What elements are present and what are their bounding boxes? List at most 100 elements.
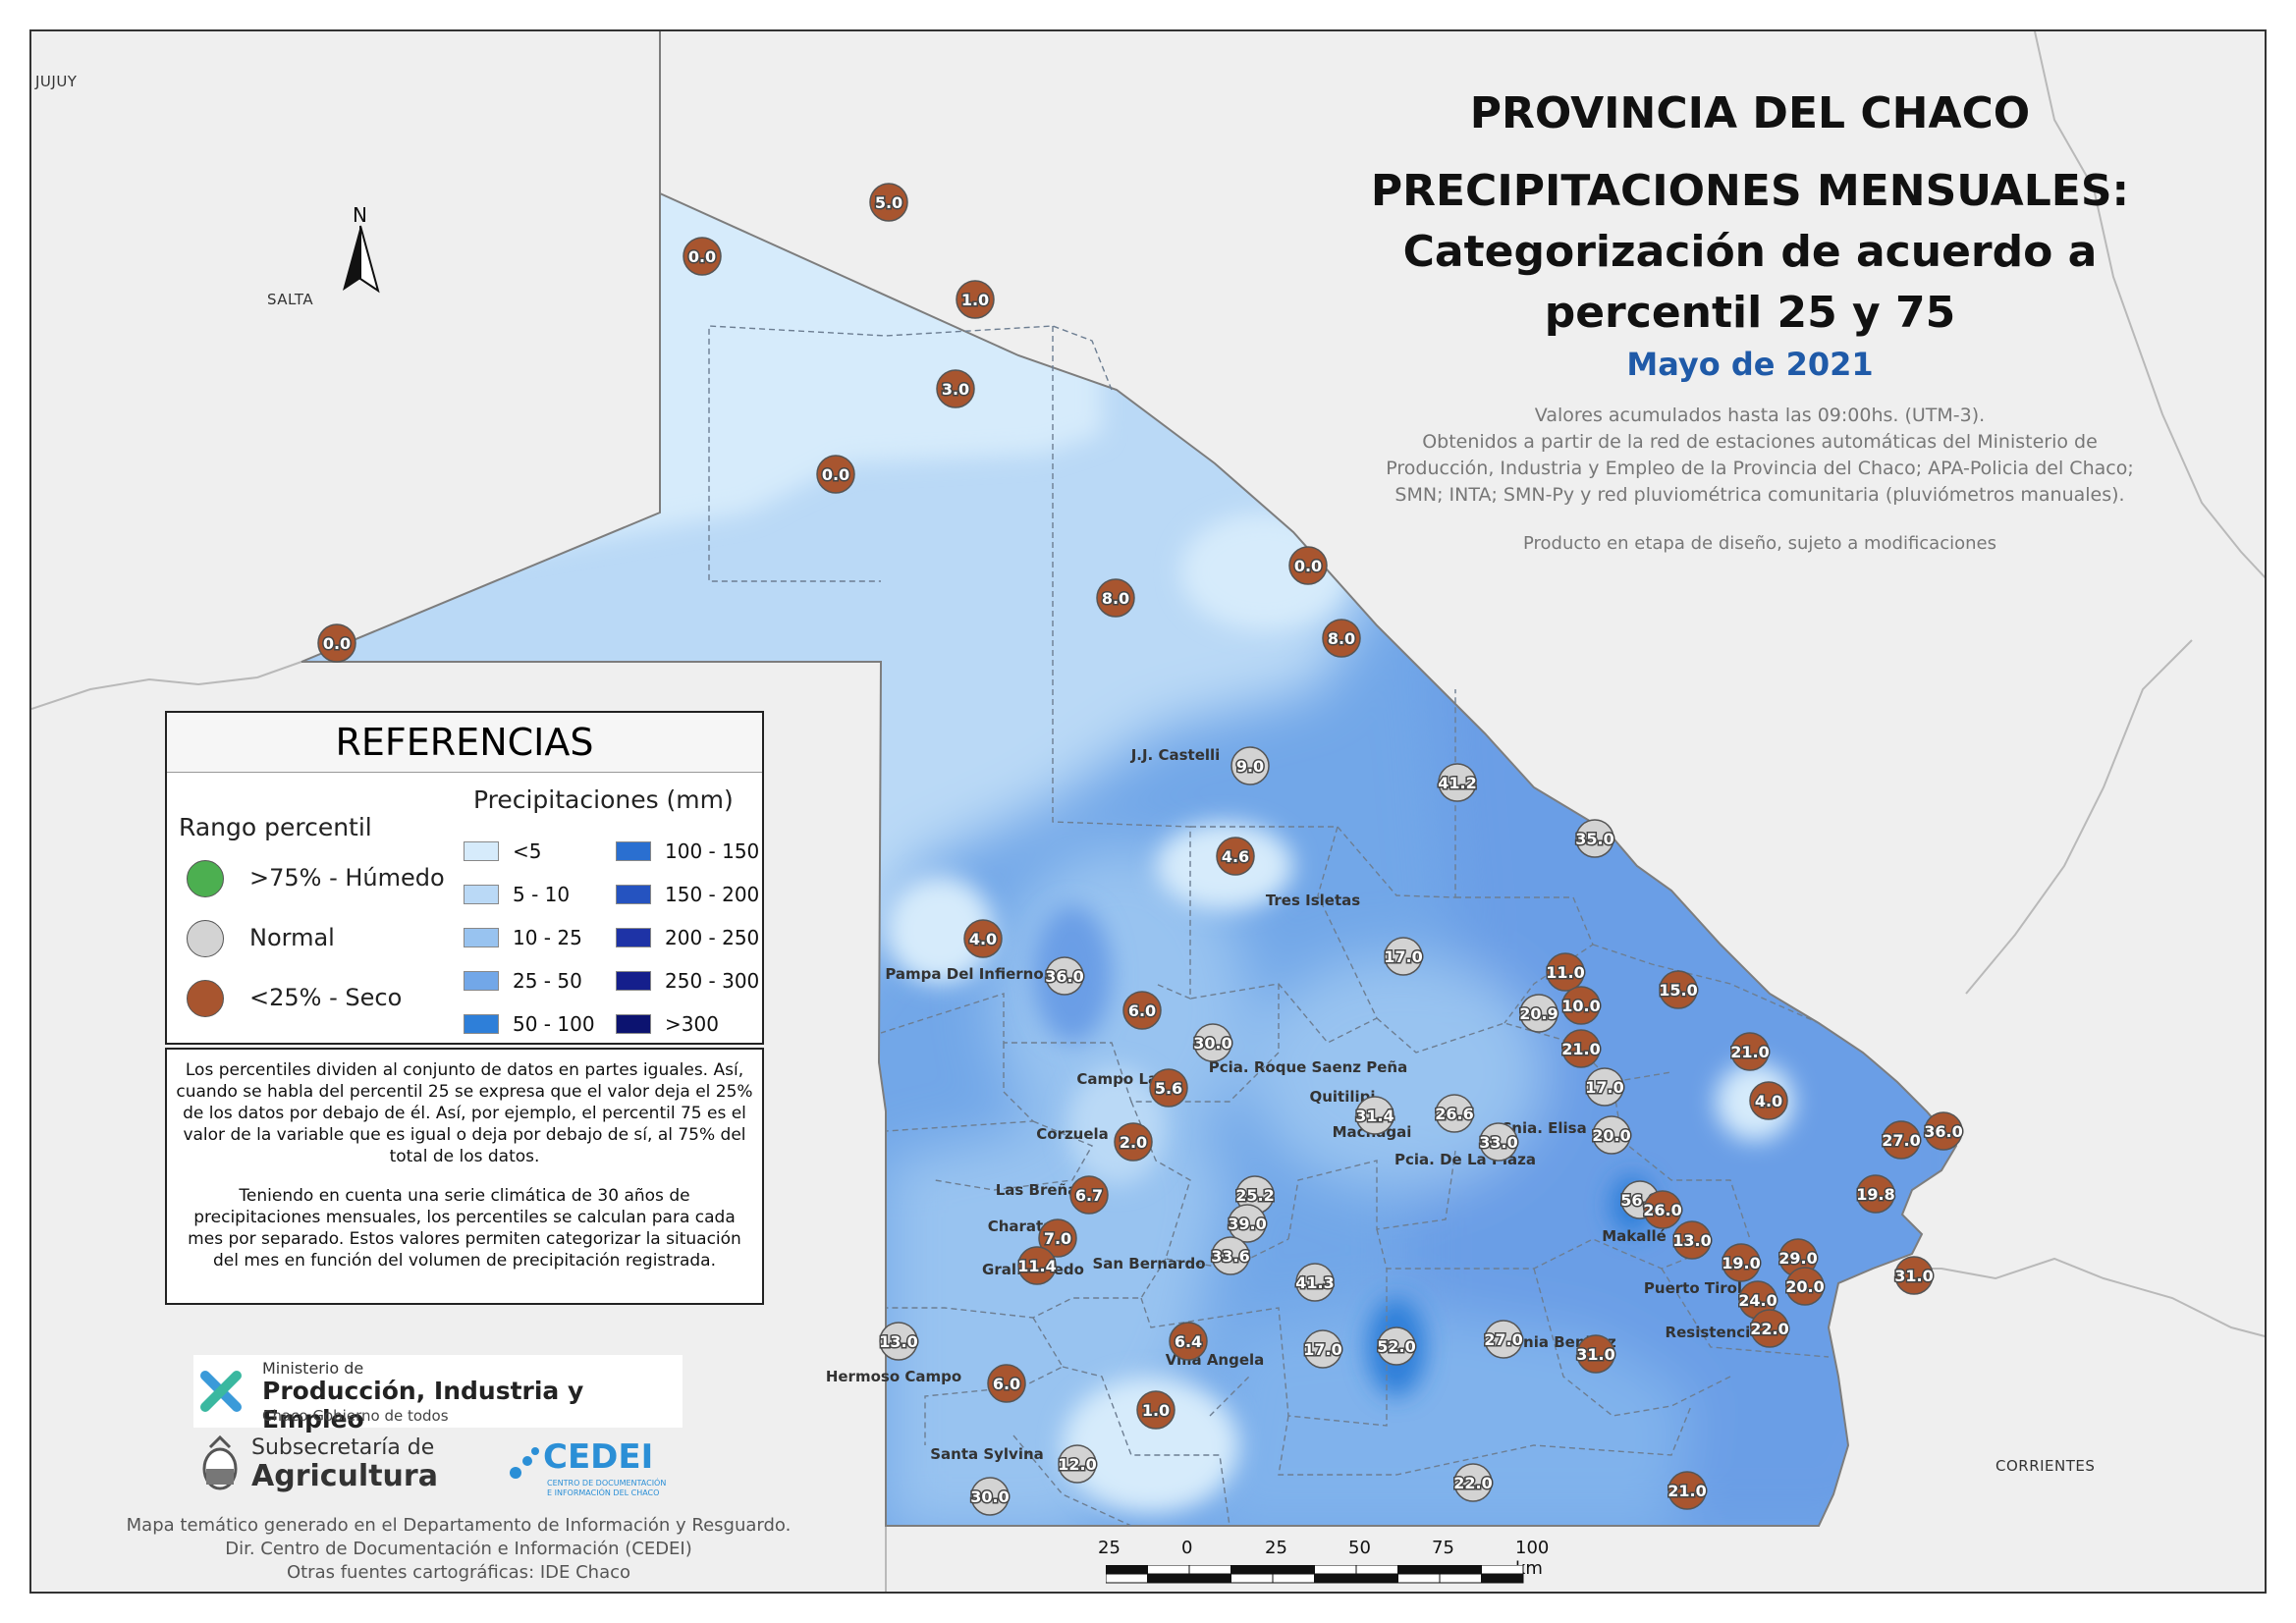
station-dot[interactable]	[987, 1364, 1026, 1403]
station-dot[interactable]	[1230, 746, 1270, 785]
station-marker[interactable]: 30.0	[969, 1477, 1011, 1516]
station-marker[interactable]: 20.0	[1784, 1267, 1826, 1306]
station-dot[interactable]	[1295, 1263, 1335, 1302]
station-marker[interactable]: 6.7	[1069, 1175, 1109, 1215]
station-dot[interactable]	[1924, 1111, 1963, 1151]
station-marker[interactable]: 6.0	[1122, 991, 1162, 1030]
station-dot[interactable]	[963, 919, 1003, 958]
station-marker[interactable]: 1.0	[1136, 1390, 1175, 1430]
station-dot[interactable]	[1288, 546, 1328, 585]
station-dot[interactable]	[1730, 1032, 1770, 1071]
station-marker[interactable]: 41.2	[1437, 763, 1478, 802]
station-dot[interactable]	[1453, 1463, 1493, 1502]
station-marker[interactable]: 1.0	[956, 280, 995, 319]
station-marker[interactable]: 2.0	[1114, 1122, 1153, 1162]
station-marker[interactable]: 25.2	[1234, 1175, 1276, 1215]
station-dot[interactable]	[1672, 1220, 1712, 1260]
station-dot[interactable]	[1667, 1471, 1707, 1510]
station-marker[interactable]: 17.0	[1302, 1329, 1343, 1369]
station-marker[interactable]: 22.0	[1452, 1463, 1494, 1502]
station-marker[interactable]: 8.0	[1322, 619, 1361, 658]
station-marker[interactable]: 15.0	[1658, 970, 1699, 1009]
station-dot[interactable]	[1722, 1243, 1761, 1282]
station-dot[interactable]	[1114, 1122, 1153, 1162]
station-marker[interactable]: 27.0	[1881, 1120, 1922, 1160]
station-dot[interactable]	[1193, 1023, 1232, 1062]
station-dot[interactable]	[816, 455, 855, 494]
station-dot[interactable]	[1894, 1256, 1934, 1295]
station-marker[interactable]: 0.0	[1288, 546, 1328, 585]
station-dot[interactable]	[1750, 1309, 1789, 1348]
station-dot[interactable]	[1882, 1120, 1921, 1160]
station-marker[interactable]: 8.0	[1096, 578, 1135, 618]
station-marker[interactable]: 19.0	[1721, 1243, 1762, 1282]
station-marker[interactable]: 5.0	[869, 183, 908, 222]
station-dot[interactable]	[1576, 1334, 1615, 1374]
station-dot[interactable]	[879, 1322, 918, 1361]
station-dot[interactable]	[1519, 994, 1558, 1033]
station-marker[interactable]: 6.4	[1169, 1322, 1208, 1361]
station-dot[interactable]	[1561, 1029, 1601, 1068]
station-dot[interactable]	[1169, 1322, 1208, 1361]
station-marker[interactable]: 20.9	[1518, 994, 1559, 1033]
station-marker[interactable]: 4.0	[963, 919, 1003, 958]
station-marker[interactable]: 17.0	[1383, 937, 1424, 976]
station-dot[interactable]	[1643, 1190, 1682, 1229]
station-marker[interactable]: 33.0	[1478, 1122, 1519, 1162]
station-marker[interactable]: 29.0	[1777, 1238, 1819, 1277]
station-dot[interactable]	[1585, 1067, 1624, 1107]
station-marker[interactable]: 19.8	[1855, 1174, 1896, 1214]
station-dot[interactable]	[1149, 1068, 1188, 1108]
station-marker[interactable]: 21.0	[1667, 1471, 1708, 1510]
station-dot[interactable]	[1659, 970, 1698, 1009]
station-dot[interactable]	[1575, 819, 1614, 858]
station-dot[interactable]	[1122, 991, 1162, 1030]
station-dot[interactable]	[1038, 1218, 1077, 1258]
station-marker[interactable]: 21.0	[1729, 1032, 1771, 1071]
station-marker[interactable]: 13.0	[1671, 1220, 1713, 1260]
station-dot[interactable]	[1017, 1246, 1057, 1285]
station-dot[interactable]	[1322, 619, 1361, 658]
station-marker[interactable]: 41.3	[1294, 1263, 1336, 1302]
station-dot[interactable]	[1785, 1267, 1825, 1306]
station-dot[interactable]	[1749, 1081, 1788, 1120]
station-marker[interactable]: 36.0	[1044, 956, 1085, 996]
station-marker[interactable]: 13.0	[878, 1322, 919, 1361]
station-marker[interactable]: 17.0	[1584, 1067, 1625, 1107]
station-marker[interactable]: 26.0	[1642, 1190, 1683, 1229]
station-marker[interactable]: 0.0	[317, 623, 356, 663]
station-marker[interactable]: 4.6	[1216, 837, 1255, 876]
station-marker[interactable]: 35.0	[1574, 819, 1615, 858]
station-dot[interactable]	[936, 369, 975, 408]
station-dot[interactable]	[1384, 937, 1423, 976]
station-marker[interactable]: 30.0	[1192, 1023, 1233, 1062]
station-marker[interactable]: 52.0	[1376, 1326, 1417, 1366]
station-dot[interactable]	[956, 280, 995, 319]
station-dot[interactable]	[1856, 1174, 1895, 1214]
station-dot[interactable]	[1377, 1326, 1416, 1366]
station-marker[interactable]: 0.0	[816, 455, 855, 494]
station-dot[interactable]	[1228, 1204, 1267, 1243]
station-dot[interactable]	[317, 623, 356, 663]
station-dot[interactable]	[1438, 763, 1477, 802]
station-dot[interactable]	[1546, 952, 1585, 992]
station-dot[interactable]	[1216, 837, 1255, 876]
station-dot[interactable]	[1069, 1175, 1109, 1215]
station-dot[interactable]	[1355, 1096, 1394, 1135]
station-dot[interactable]	[1045, 956, 1084, 996]
station-marker[interactable]: 27.0	[1483, 1320, 1524, 1359]
station-marker[interactable]: 10.0	[1560, 986, 1602, 1025]
station-marker[interactable]: 0.0	[683, 237, 722, 276]
station-marker[interactable]: 11.0	[1545, 952, 1586, 992]
station-dot[interactable]	[1096, 578, 1135, 618]
station-marker[interactable]: 31.4	[1354, 1096, 1395, 1135]
station-marker[interactable]: 6.0	[987, 1364, 1026, 1403]
station-dot[interactable]	[1592, 1115, 1631, 1155]
station-marker[interactable]: 22.0	[1749, 1309, 1790, 1348]
station-dot[interactable]	[869, 183, 908, 222]
station-marker[interactable]: 4.0	[1749, 1081, 1788, 1120]
station-marker[interactable]: 5.6	[1149, 1068, 1188, 1108]
station-dot[interactable]	[1136, 1390, 1175, 1430]
station-marker[interactable]: 7.0	[1038, 1218, 1077, 1258]
station-marker[interactable]: 26.6	[1434, 1094, 1475, 1133]
